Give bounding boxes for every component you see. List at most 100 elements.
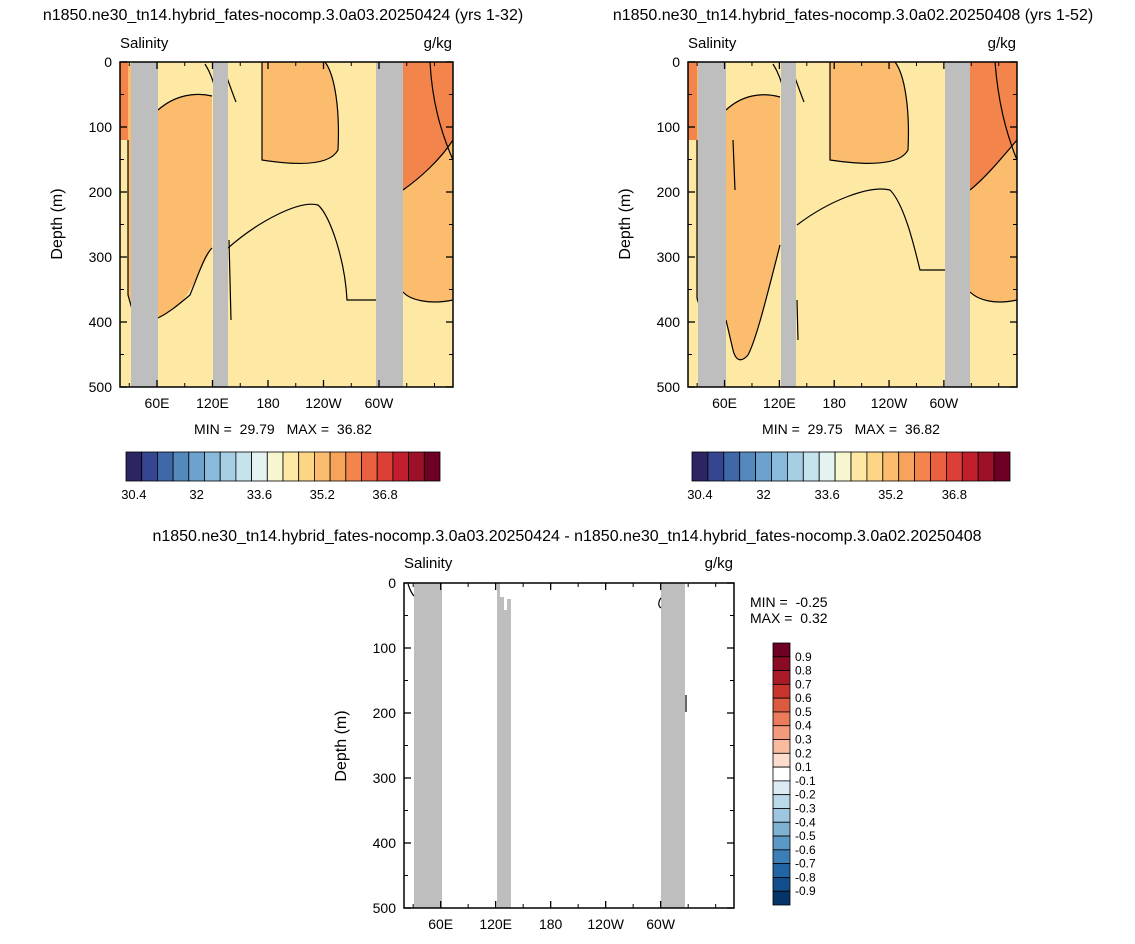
panel-3-land-band [661, 583, 685, 908]
panel-2-plot [687, 61, 1018, 388]
panel-3-max-value: 0.32 [800, 610, 827, 626]
panel-2-field-higher-atlantic [970, 62, 1017, 190]
colorbar-box [329, 451, 347, 482]
colorbar-label: 0.7 [795, 677, 812, 691]
panel-3-title: n1850.ne30_tn14.hybrid_fates-nocomp.3.0a… [152, 528, 981, 545]
colorbar-box [772, 821, 791, 837]
colorbar-label: 36.8 [372, 487, 397, 502]
panel-2-y-tick-label: 100 [657, 119, 681, 135]
panel-3-x-tick-label: 120W [587, 916, 624, 932]
panel-3-y-tick-label: 0 [388, 575, 396, 591]
colorbar-box [787, 451, 804, 482]
panel-2-max-label: MAX = [855, 421, 897, 437]
panel-1-left-label: Salinity [120, 35, 169, 52]
panel-1-contour-line [228, 239, 232, 321]
colorbar-box [914, 451, 931, 482]
colorbar-box [961, 451, 979, 482]
panel-1-x-ticks: 60E 120E 180 120W 60W [128, 62, 435, 411]
colorbar-box [772, 642, 791, 658]
panel-2-contour-line [732, 139, 736, 191]
colorbar-box [376, 451, 394, 482]
panel-2-x-ticks: 60E 120E 180 120W 60W [696, 62, 1000, 411]
panel-1-contour-line [402, 139, 454, 191]
colorbar-label: 30.4 [687, 487, 712, 502]
colorbar-box [125, 451, 143, 482]
colorbar-label: 30.4 [121, 487, 146, 502]
panel-2-min-value: 29.75 [808, 421, 843, 437]
panel-2-x-tick-label: 60E [712, 395, 737, 411]
colorbar-box [141, 451, 158, 482]
panel-2-contour-line [796, 188, 945, 271]
panel-1-colorbar: 30.4 32 33.6 35.2 36.8 [121, 451, 441, 502]
colorbar-box [772, 780, 791, 796]
colorbar-box [772, 656, 791, 671]
colorbar-box [772, 890, 791, 906]
panel-1-contour-line [429, 61, 454, 161]
colorbar-box [772, 725, 791, 740]
panel-3-left-label: Salinity [404, 555, 453, 572]
panel-2-contour-line [725, 244, 781, 361]
colorbar-box [772, 683, 791, 699]
colorbar-label: -0.7 [795, 857, 816, 871]
colorbar-label: 0.3 [795, 733, 812, 747]
colorbar-label: 35.2 [310, 487, 335, 502]
colorbar-box [156, 451, 174, 482]
panel-3-y-tick-label: 400 [373, 835, 397, 851]
panel-3-contour-line [658, 597, 662, 609]
panel-1-y-tick-label: 100 [89, 119, 113, 135]
colorbar-box [772, 877, 791, 892]
colorbar-label: 35.2 [878, 487, 903, 502]
colorbar-box [802, 451, 820, 482]
panel-2-contour-line [796, 299, 799, 341]
panel-3-right-label: g/kg [705, 555, 733, 572]
colorbar-label: 0.2 [795, 746, 812, 760]
panel-1-contour-line [157, 93, 213, 111]
colorbar-box [772, 766, 791, 782]
colorbar-label: -0.2 [795, 788, 816, 802]
panel-3-land [414, 583, 685, 908]
panel-3-x-tick-label: 60E [428, 916, 453, 932]
colorbar-box [772, 849, 791, 865]
colorbar-label: -0.6 [795, 843, 816, 857]
colorbar-box [423, 451, 441, 482]
colorbar-box [691, 451, 709, 482]
panel-1-min-label: MIN = [194, 421, 232, 437]
panel-1-field-high-pacific [262, 62, 339, 164]
panel-3-land-band [414, 583, 442, 908]
panel-2-x-tick-label: 120E [763, 395, 796, 411]
colorbar-label: -0.8 [795, 870, 816, 884]
panel-3-y-tick-label: 500 [373, 900, 397, 916]
colorbar-box [361, 451, 378, 482]
panel-1-contour-line [402, 291, 454, 303]
panel-2-left-label: Salinity [688, 35, 737, 52]
panel-2-x-tick-label: 60W [929, 395, 959, 411]
panel-2: n1850.ne30_tn14.hybrid_fates-nocomp.3.0a… [613, 7, 1093, 502]
colorbar-label: 0.5 [795, 705, 812, 719]
colorbar-box [313, 451, 331, 482]
panel-3-y-tick-label: 200 [373, 705, 397, 721]
colorbar-box [772, 670, 791, 685]
colorbar-box [282, 451, 300, 482]
panel-3-min-value: -0.25 [796, 594, 828, 610]
colorbar-box [772, 711, 791, 727]
colorbar-box [946, 451, 963, 482]
colorbar-box [772, 835, 791, 851]
colorbar-label: 32 [756, 487, 770, 502]
panel-2-field-high-indian [726, 94, 780, 360]
colorbar-box [866, 451, 884, 482]
colorbar-label: 33.6 [814, 487, 839, 502]
colorbar-box [772, 794, 791, 809]
colorbar-label: 33.6 [247, 487, 272, 502]
colorbar-box [755, 451, 772, 482]
panel-1-stats: MIN = 29.79 MAX = 36.82 [194, 421, 372, 437]
panel-1-max-label: MAX = [287, 421, 329, 437]
panel-1-x-tick-label: 180 [256, 395, 280, 411]
panel-1-y-tick-label: 400 [89, 314, 113, 330]
panel-2-y-tick-label: 200 [657, 184, 681, 200]
panel-1-title: n1850.ne30_tn14.hybrid_fates-nocomp.3.0a… [43, 7, 523, 24]
panel-3: n1850.ne30_tn14.hybrid_fates-nocomp.3.0a… [152, 528, 981, 932]
panel-1-field-high-indian [158, 94, 212, 318]
panel-2-right-label: g/kg [988, 35, 1016, 52]
panel-2-y-tick-label: 500 [657, 379, 681, 395]
